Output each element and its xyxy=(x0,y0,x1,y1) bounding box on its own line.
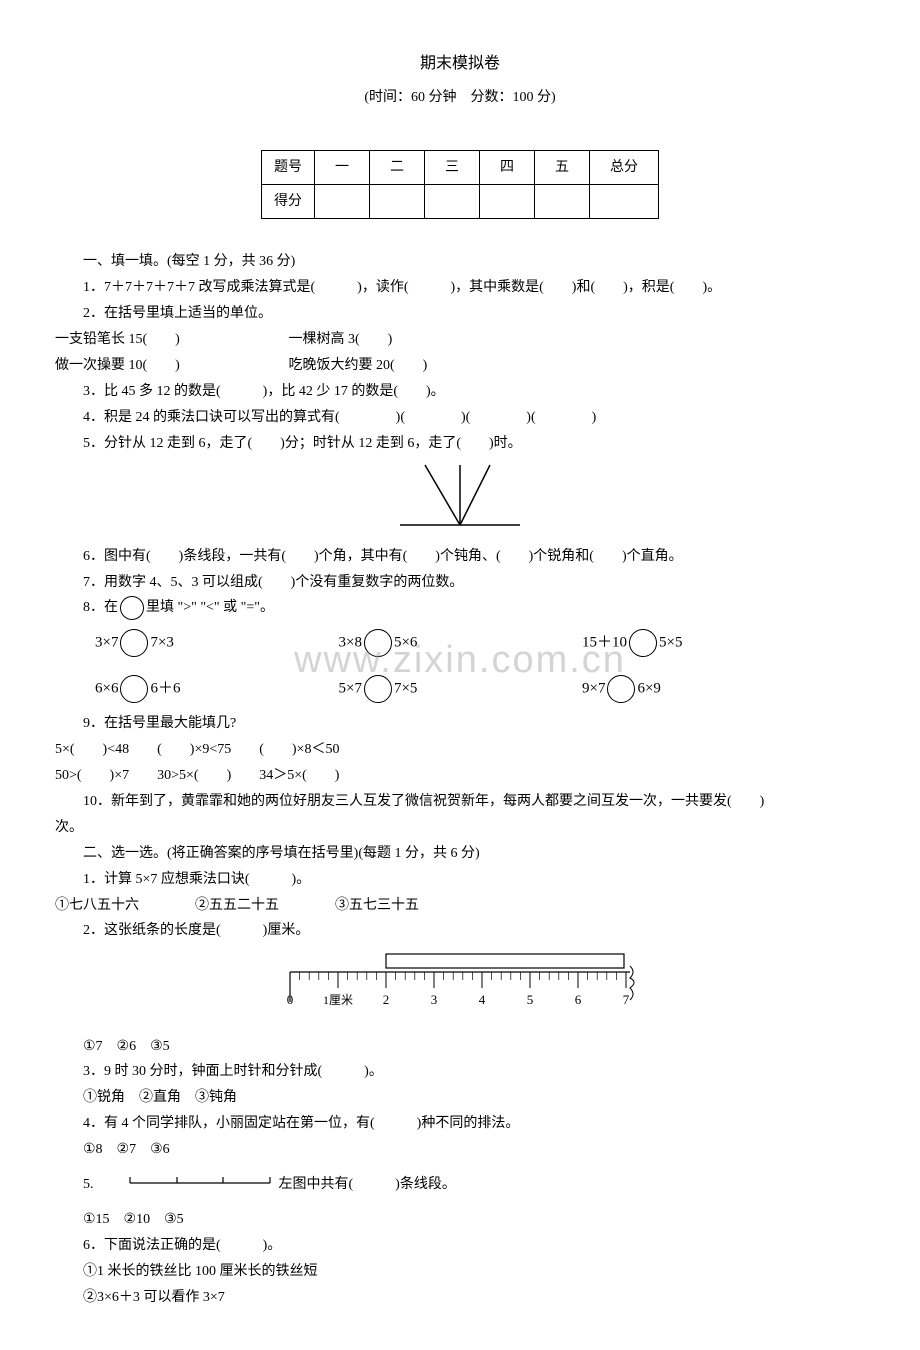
ruler-figure: 0 1厘米 2 3 4 5 6 7 xyxy=(55,952,865,1025)
segment-figure xyxy=(97,1171,275,1199)
page-title: 期末模拟卷 xyxy=(55,50,865,79)
question: 4．积是 24 的乘法口诀可以写出的算式有( )( )( )( ) xyxy=(55,405,865,431)
circle-icon xyxy=(607,675,635,703)
svg-text:1厘米: 1厘米 xyxy=(323,993,353,1007)
question: 2．在括号里填上适当的单位。 xyxy=(55,301,865,327)
question: 1．7＋7＋7＋7＋7 改写成乘法算式是( )，读作( )，其中乘数是( )和(… xyxy=(55,275,865,301)
circle-icon xyxy=(120,675,148,703)
question: 7．用数字 4、5、3 可以组成( )个没有重复数字的两位数。 xyxy=(55,570,865,596)
cell: 一 xyxy=(315,150,370,184)
svg-text:2: 2 xyxy=(383,992,390,1007)
question: 4．有 4 个同学排队，小丽固定站在第一位，有( )种不同的排法。 xyxy=(55,1111,865,1137)
svg-text:5: 5 xyxy=(527,992,534,1007)
question: 10．新年到了，黄霏霏和她的两位好朋友三人互发了微信祝贺新年，每两人都要之间互发… xyxy=(55,789,865,815)
question: 6．图中有( )条线段，一共有( )个角，其中有( )个钝角、( )个锐角和( … xyxy=(55,544,865,570)
compare-row: 6×6 6＋6 5×7 7×5 9×7 6×9 xyxy=(55,675,865,703)
question: 6．下面说法正确的是( )。 xyxy=(55,1233,865,1259)
text: 3×7 xyxy=(95,635,118,651)
options: ①七八五十六 ②五五二十五 ③五七三十五 xyxy=(55,893,865,919)
cell xyxy=(425,185,480,219)
text: 一棵树高 3( ) xyxy=(289,332,393,347)
text: 15＋10 xyxy=(582,635,627,651)
question: 3．9 时 30 分时，钟面上时针和分针成( )。 xyxy=(55,1059,865,1085)
svg-text:6: 6 xyxy=(575,992,582,1007)
segment-svg xyxy=(125,1171,275,1189)
cell: 四 xyxy=(480,150,535,184)
question: 2．这张纸条的长度是( )厘米。 xyxy=(55,918,865,944)
text: 吃晚饭大约要 20( ) xyxy=(289,358,428,373)
question: 9．在括号里最大能填几? xyxy=(55,711,865,737)
cell: 得分 xyxy=(262,185,315,219)
angle-svg xyxy=(390,460,530,530)
text: 左图中共有( )条线段。 xyxy=(279,1177,456,1192)
svg-text:7: 7 xyxy=(623,992,630,1007)
text: 3×8 xyxy=(339,635,362,651)
text: 5×6 xyxy=(394,635,417,651)
cell xyxy=(315,185,370,219)
text: 5. xyxy=(83,1177,94,1192)
question: 3．比 45 多 12 的数是( )，比 42 少 17 的数是( )。 xyxy=(55,379,865,405)
options: ①8 ②7 ③6 xyxy=(55,1137,865,1163)
options: ①15 ②10 ③5 xyxy=(55,1207,865,1233)
section-heading: 一、填一填。(每空 1 分，共 36 分) xyxy=(55,249,865,275)
question: 5．分针从 12 走到 6，走了( )分；时针从 12 走到 6，走了( )时。 xyxy=(55,431,865,457)
text: 5×5 xyxy=(659,635,682,651)
text: 7×5 xyxy=(394,681,417,697)
circle-icon xyxy=(120,629,148,657)
angle-figure xyxy=(55,460,865,539)
text: 8．在 xyxy=(83,600,118,615)
svg-text:4: 4 xyxy=(479,992,486,1007)
options: ①锐角 ②直角 ③钝角 xyxy=(55,1085,865,1111)
circle-icon xyxy=(629,629,657,657)
text: 5×7 xyxy=(339,681,362,697)
page-subtitle: (时间：60 分钟 分数：100 分) xyxy=(55,85,865,110)
question: 5. 左图中共有( )条线段。 xyxy=(55,1171,865,1199)
text: 6×6 xyxy=(95,681,118,697)
score-table: 题号 一 二 三 四 五 总分 得分 xyxy=(261,150,659,219)
question-line: 做一次操要 10( ) 吃晚饭大约要 20( ) xyxy=(55,353,865,379)
cell xyxy=(480,185,535,219)
option-line: ①1 米长的铁丝比 100 厘米长的铁丝短 xyxy=(55,1259,865,1285)
question: 1．计算 5×7 应想乘法口诀( )。 xyxy=(55,867,865,893)
text: 一支铅笔长 15( ) xyxy=(55,327,285,353)
compare-item: 3×7 7×3 xyxy=(95,629,335,657)
question-line: 次。 xyxy=(55,815,865,841)
text: 6×9 xyxy=(637,681,660,697)
question-line: 5×( )<48 ( )×9<75 ( )×8＜50 xyxy=(55,737,865,763)
compare-item: 6×6 6＋6 xyxy=(95,675,335,703)
circle-icon xyxy=(364,629,392,657)
cell xyxy=(535,185,590,219)
table-row: 题号 一 二 三 四 五 总分 xyxy=(262,150,659,184)
cell: 三 xyxy=(425,150,480,184)
question-line: 一支铅笔长 15( ) 一棵树高 3( ) xyxy=(55,327,865,353)
cell: 二 xyxy=(370,150,425,184)
option-line: ②3×6＋3 可以看作 3×7 xyxy=(55,1285,865,1311)
svg-text:0: 0 xyxy=(287,992,294,1007)
circle-icon xyxy=(120,596,144,620)
circle-icon xyxy=(364,675,392,703)
text: 做一次操要 10( ) xyxy=(55,353,285,379)
compare-row: 3×7 7×3 3×8 5×6 15＋10 5×5 xyxy=(55,629,865,657)
text: 里填 ">" "<" 或 "="。 xyxy=(146,600,274,615)
ruler-svg: 0 1厘米 2 3 4 5 6 7 xyxy=(280,952,640,1016)
options: ①7 ②6 ③5 xyxy=(55,1034,865,1060)
text: 6＋6 xyxy=(150,681,180,697)
svg-text:3: 3 xyxy=(431,992,438,1007)
cell: 五 xyxy=(535,150,590,184)
question: 8．在 里填 ">" "<" 或 "="。 xyxy=(55,595,865,621)
cell: 题号 xyxy=(262,150,315,184)
compare-item: 3×8 5×6 xyxy=(339,629,579,657)
compare-item: 9×7 6×9 xyxy=(582,675,822,703)
compare-item: 15＋10 5×5 xyxy=(582,629,822,657)
cell xyxy=(590,185,659,219)
compare-item: 5×7 7×5 xyxy=(339,675,579,703)
question-line: 50>( )×7 30>5×( ) 34＞5×( ) xyxy=(55,763,865,789)
text: 9×7 xyxy=(582,681,605,697)
cell: 总分 xyxy=(590,150,659,184)
text: 7×3 xyxy=(150,635,173,651)
table-row: 得分 xyxy=(262,185,659,219)
section-heading: 二、选一选。(将正确答案的序号填在括号里)(每题 1 分，共 6 分) xyxy=(55,841,865,867)
cell xyxy=(370,185,425,219)
